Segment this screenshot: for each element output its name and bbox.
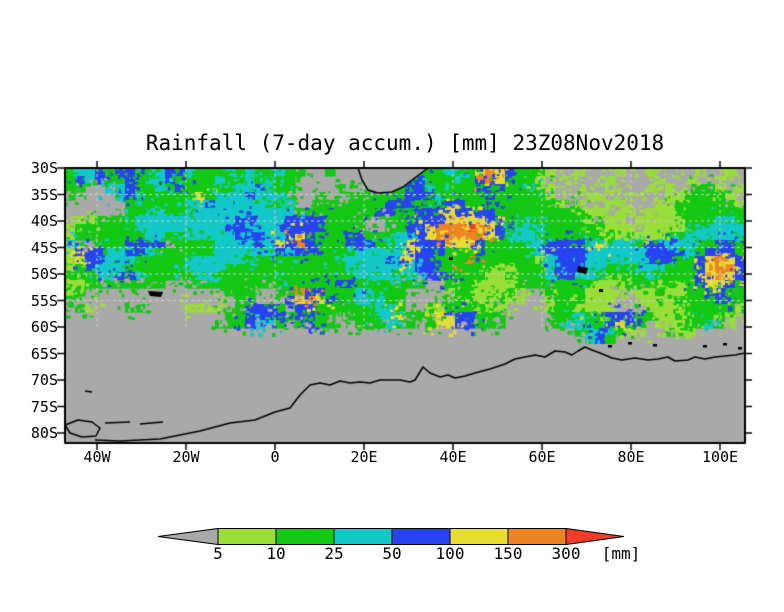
legend-value-25: 25 <box>324 544 344 563</box>
legend-bin-0 <box>217 528 277 545</box>
legend-bin-1 <box>275 528 335 545</box>
lat-tick-label-75S: 75S <box>30 397 58 416</box>
lat-tick-label-30S: 30S <box>30 159 58 177</box>
lon-tick-label-40E: 40E <box>439 448 467 466</box>
legend-bin-5 <box>507 528 567 545</box>
lat-tick-label-55S: 55S <box>30 291 58 310</box>
lon-tick-label-20W: 20W <box>172 448 200 466</box>
plot-title: Rainfall (7-day accum.) [mm] 23Z08Nov201… <box>145 131 665 155</box>
legend-value-50: 50 <box>382 544 402 563</box>
lat-tick-label-50S: 50S <box>30 265 58 283</box>
rainfall-map-canvas <box>55 158 755 458</box>
lon-tick-label-40W: 40W <box>83 448 111 466</box>
legend-bin-4 <box>449 528 509 545</box>
lon-tick-label-20E: 20E <box>350 448 378 466</box>
lat-tick-label-65S: 65S <box>30 344 58 363</box>
legend-value-150: 150 <box>493 544 523 563</box>
legend-bin-2 <box>333 528 393 545</box>
legend-value-5: 5 <box>213 544 223 563</box>
lon-tick-label-0: 0 <box>270 448 280 466</box>
lon-tick-label-80E: 80E <box>617 448 645 466</box>
legend-colorbar <box>157 527 625 546</box>
lat-tick-label-45S: 45S <box>30 238 58 257</box>
legend-value-10: 10 <box>266 544 286 563</box>
legend-unit-label: [mm] <box>601 544 641 563</box>
lat-tick-label-40S: 40S <box>30 212 58 230</box>
legend-above-arrow <box>565 527 625 546</box>
legend-bin-3 <box>391 528 451 545</box>
lon-tick-label-100E: 100E <box>701 448 739 466</box>
legend-value-300: 300 <box>551 544 581 563</box>
lat-tick-label-80S: 80S <box>30 424 58 442</box>
lat-tick-label-35S: 35S <box>30 185 58 204</box>
lat-tick-label-60S: 60S <box>30 318 58 336</box>
legend-value-100: 100 <box>435 544 465 563</box>
lat-tick-label-70S: 70S <box>30 371 58 389</box>
legend-below-arrow <box>157 527 219 546</box>
lon-tick-label-60E: 60E <box>528 448 556 466</box>
